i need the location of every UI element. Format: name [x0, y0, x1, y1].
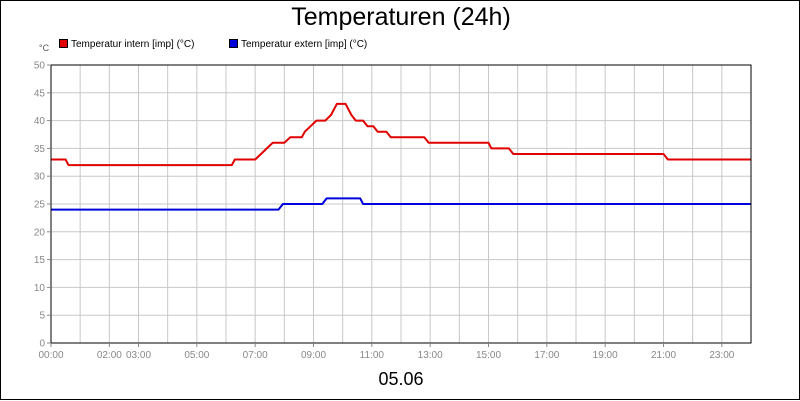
chart-title: Temperaturen (24h) [291, 3, 511, 31]
x-tick-label: 11:00 [360, 350, 385, 361]
x-tick-label: 21:00 [651, 350, 676, 361]
y-axis-ticks: 0 5 10 15 20 25 30 35 40 45 50 [34, 61, 51, 350]
series-lines [51, 102, 751, 211]
x-tick-label: 19:00 [593, 350, 618, 361]
x-tick-label: 00:00 [38, 350, 63, 361]
legend-label-intern: Temperatur intern [imp] (°C) [71, 39, 195, 50]
x-tick-label: 02:00 [97, 350, 122, 361]
x-tick-label: 23:00 [709, 350, 734, 361]
y-axis-unit: °C [39, 43, 50, 53]
x-tick-label: 03:00 [126, 350, 151, 361]
y-tick-label: 0 [39, 339, 45, 350]
chart-subtitle-date: 05.06 [378, 369, 424, 389]
x-tick-label: 09:00 [301, 350, 326, 361]
x-axis-ticks: 00:00 02:00 03:00 05:00 07:00 09:00 11:00 13:00… [38, 343, 735, 361]
y-tick-label: 50 [34, 61, 46, 72]
x-tick-label: 07:00 [243, 350, 268, 361]
y-tick-label: 20 [34, 227, 46, 238]
legend-label-extern: Temperatur extern [imp] (°C) [241, 39, 368, 50]
x-tick-label: 13:00 [418, 350, 443, 361]
y-tick-label: 10 [34, 283, 46, 294]
y-tick-label: 25 [34, 200, 46, 211]
x-tick-label: 05:00 [184, 350, 209, 361]
x-tick-label: 17:00 [534, 350, 559, 361]
y-tick-label: 30 [34, 172, 46, 183]
series-line-intern [51, 102, 751, 167]
y-tick-label: 5 [39, 311, 45, 322]
x-tick-label: 15:00 [476, 350, 501, 361]
legend-swatch-extern [229, 39, 238, 48]
legend-item-intern: Temperatur intern [imp] (°C) [59, 39, 194, 50]
legend-item-extern: Temperatur extern [imp] (°C) [229, 39, 367, 50]
y-tick-label: 35 [34, 144, 46, 155]
y-tick-label: 40 [34, 116, 46, 127]
y-tick-label: 45 [34, 88, 46, 99]
series-line-extern [51, 197, 751, 211]
y-tick-label: 15 [34, 255, 46, 266]
legend-swatch-intern [59, 39, 68, 48]
